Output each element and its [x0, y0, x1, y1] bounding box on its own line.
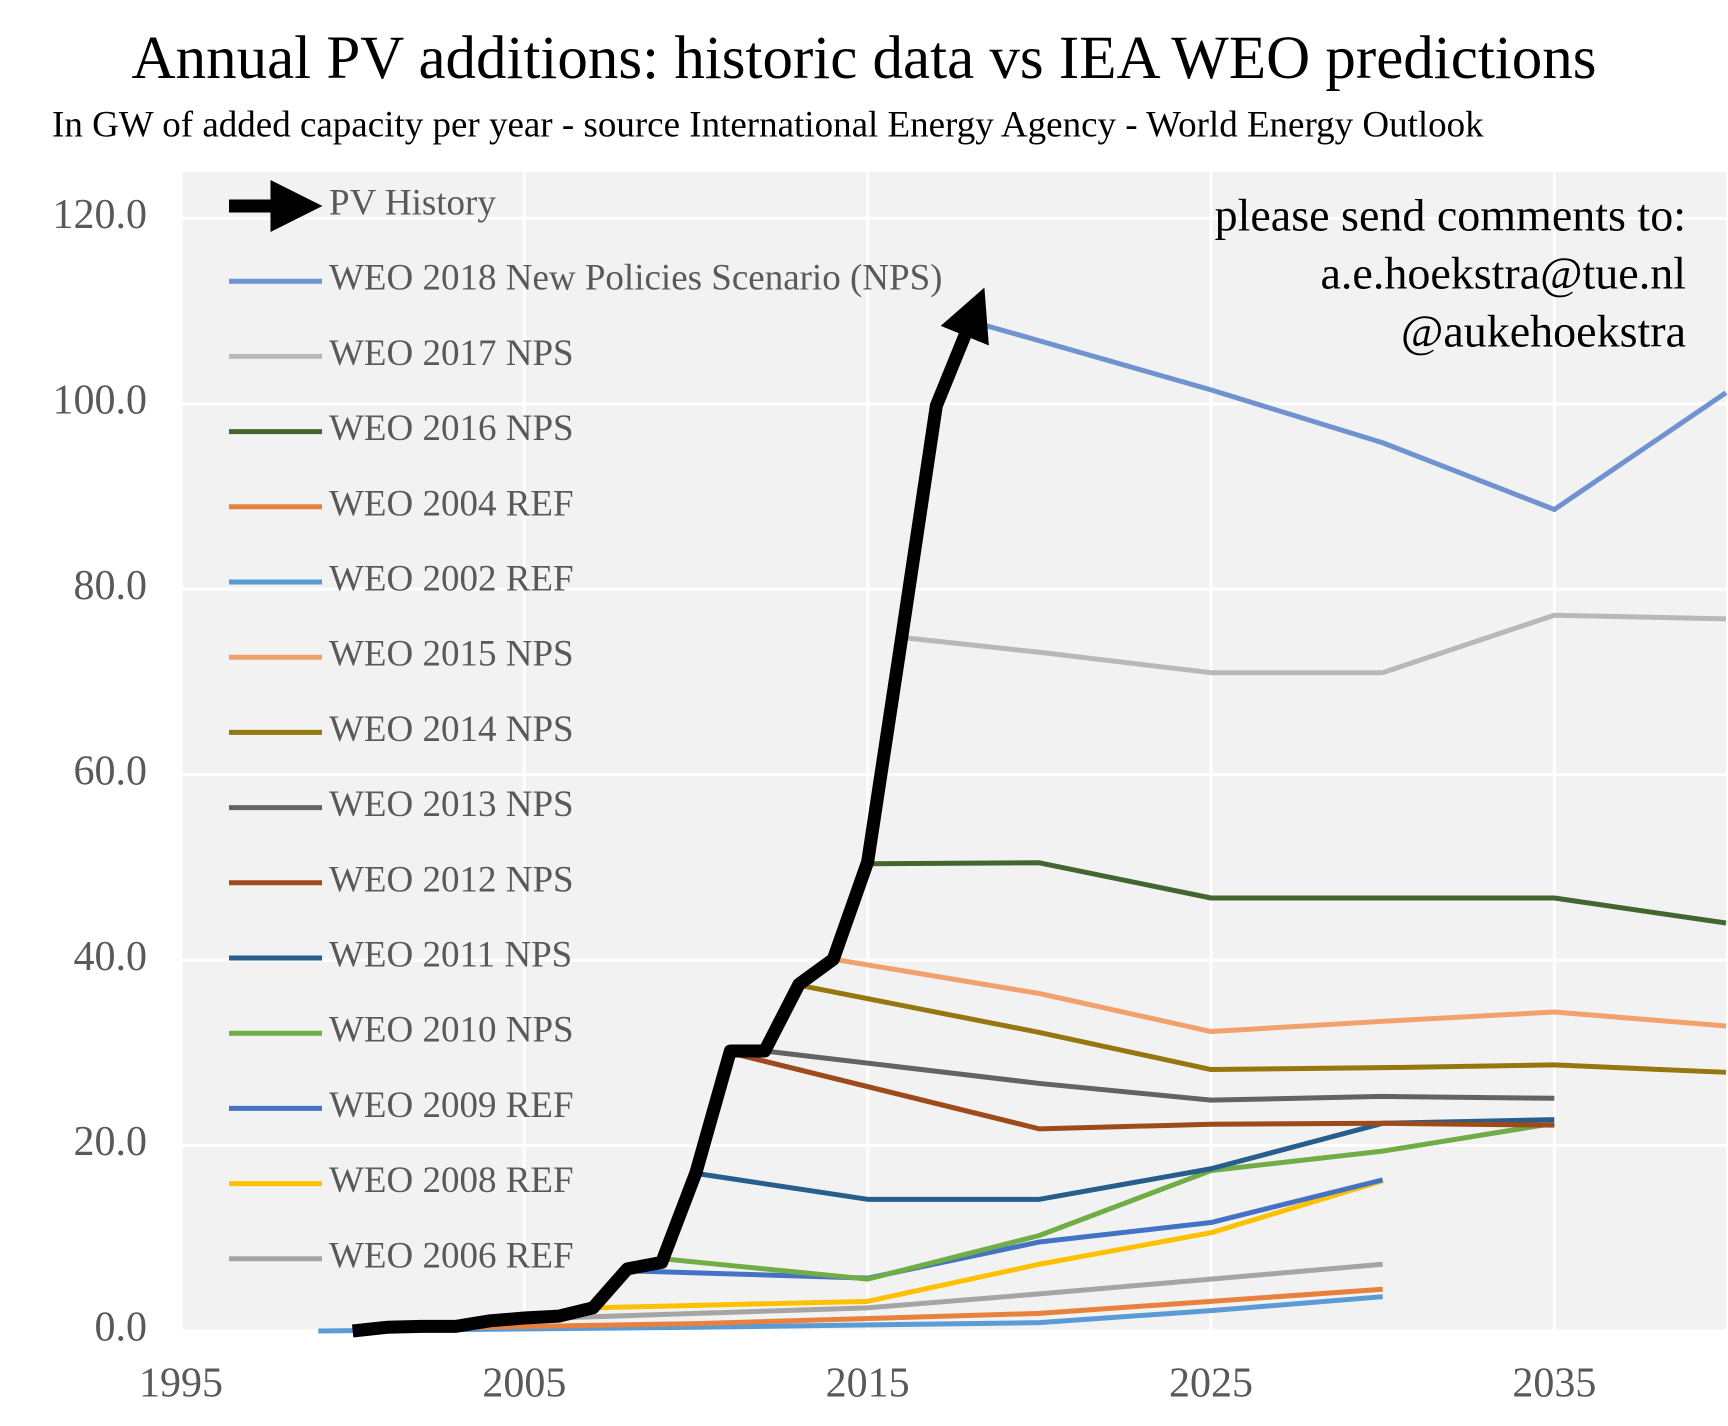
annotation: please send comments to:: [1215, 190, 1686, 241]
legend-label: WEO 2002 REF: [329, 558, 574, 599]
series-line: [729, 1050, 1555, 1132]
y-tick-label: 40.0: [74, 934, 148, 980]
series-line: [592, 1178, 1384, 1311]
series-line: [524, 1261, 1383, 1322]
x-tick-label: 1995: [139, 1361, 223, 1407]
y-tick-label: 120.0: [53, 192, 148, 238]
legend-label: WEO 2010 NPS: [329, 1010, 574, 1051]
series-line: [318, 1294, 1383, 1334]
legend-label: WEO 2014 NPS: [329, 709, 574, 750]
x-tick-label: 2025: [1169, 1361, 1253, 1407]
chart-subtitle: In GW of added capacity per year - sourc…: [52, 104, 1484, 145]
series-line: [901, 612, 1727, 676]
annotation: a.e.hoekstra@tue.nl: [1320, 248, 1686, 299]
series-line: [969, 318, 1728, 513]
series-line: [421, 1286, 1383, 1331]
x-tick-label: 2005: [482, 1361, 566, 1407]
x-tick-label: 2035: [1512, 1361, 1596, 1407]
y-tick-label: 100.0: [53, 377, 148, 423]
chart-title: Annual PV additions: historic data vs IE…: [132, 25, 1597, 92]
legend-label: WEO 2018 New Policies Scenario (NPS): [329, 258, 942, 299]
y-tick-label: 80.0: [74, 563, 148, 609]
legend-label: WEO 2017 NPS: [329, 333, 574, 374]
legend-label: WEO 2006 REF: [329, 1235, 574, 1276]
legend-label: WEO 2011 NPS: [329, 934, 572, 975]
x-tick-label: 2015: [826, 1361, 910, 1407]
series-line: [798, 982, 1727, 1075]
annotation: @aukehoekstra: [1401, 306, 1686, 357]
legend-label: WEO 2008 REF: [329, 1160, 574, 1201]
legend-label: WEO 2004 REF: [329, 483, 574, 524]
y-tick-label: 60.0: [74, 748, 148, 794]
series-line: [661, 1120, 1555, 1282]
legend-label: WEO 2009 REF: [329, 1085, 574, 1126]
series-line: [867, 860, 1727, 926]
series-line: [832, 956, 1727, 1035]
legend-label: WEO 2015 NPS: [329, 634, 574, 675]
legend-label: PV History: [329, 182, 496, 223]
legend-label: WEO 2016 NPS: [329, 408, 574, 449]
legend-label: WEO 2013 NPS: [329, 784, 574, 825]
series-line: [627, 1177, 1384, 1281]
series-line: [764, 1048, 1555, 1103]
legend-label: WEO 2012 NPS: [329, 859, 574, 900]
history-line: [351, 287, 989, 1338]
y-tick-label: 20.0: [74, 1119, 148, 1165]
y-tick-label: 0.0: [95, 1305, 148, 1351]
